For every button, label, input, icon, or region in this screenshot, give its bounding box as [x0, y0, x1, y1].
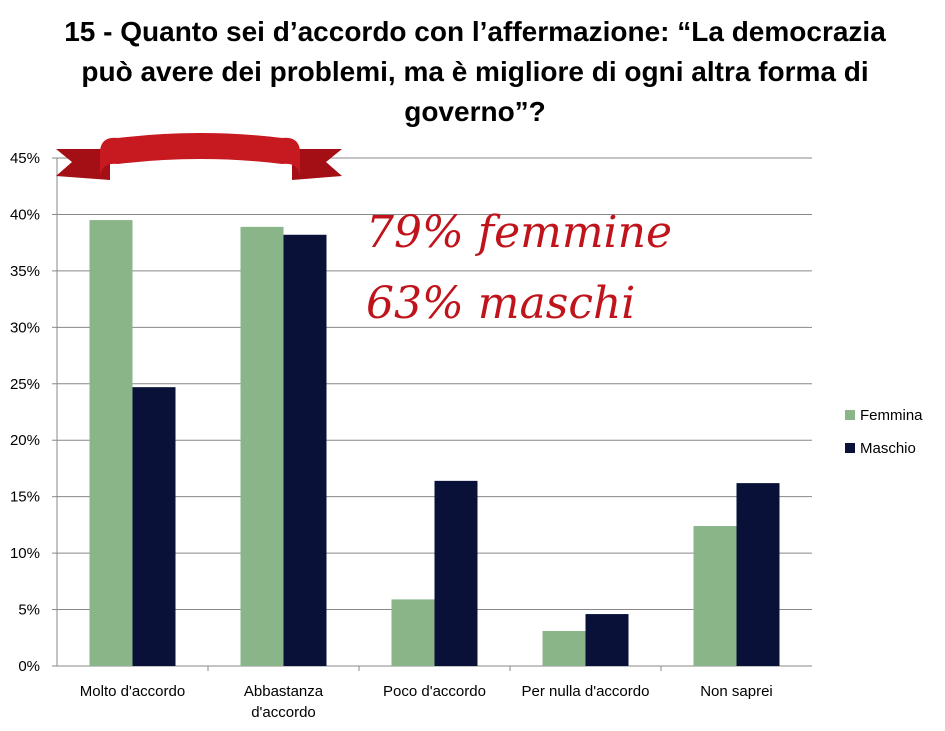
- y-tick-label: 10%: [10, 545, 40, 562]
- y-tick-label: 30%: [10, 319, 40, 336]
- y-tick-label: 35%: [10, 263, 40, 280]
- y-tick-label: 40%: [10, 206, 40, 223]
- bar-femmina: [240, 226, 284, 666]
- bars: [89, 220, 780, 667]
- bar-maschio: [434, 480, 478, 666]
- bar-femmina: [391, 599, 435, 666]
- y-axis-ticks: 0% 5% 10% 15% 20% 25% 30% 35% 40% 45%: [10, 150, 40, 675]
- x-category-label: Non saprei: [700, 683, 773, 700]
- y-tick-label: 25%: [10, 376, 40, 393]
- bar-femmina: [542, 631, 586, 666]
- bar-maschio: [585, 614, 629, 666]
- x-category-label: Poco d'accordo: [383, 683, 486, 700]
- bar-maschio: [283, 234, 327, 666]
- y-tick-label: 20%: [10, 432, 40, 449]
- x-category-label: Abbastanza: [244, 683, 324, 700]
- x-category-label: d'accordo: [251, 704, 316, 721]
- legend-label-maschio: Maschio: [860, 440, 916, 457]
- legend-swatch-femmina: [845, 410, 855, 420]
- bar-femmina: [693, 526, 737, 666]
- x-category-label: Molto d'accordo: [80, 683, 185, 700]
- y-tick-label: 45%: [10, 150, 40, 167]
- x-axis-categories: Molto d'accordo Abbastanza d'accordo Poco d…: [80, 683, 773, 721]
- bar-maschio: [132, 387, 176, 666]
- legend-swatch-maschio: [845, 443, 855, 453]
- annotation-maschi: 63% maschi: [366, 278, 635, 329]
- legend: Femmina Maschio: [845, 407, 923, 457]
- legend-label-femmina: Femmina: [860, 407, 923, 424]
- x-category-label: Per nulla d'accordo: [522, 683, 650, 700]
- chart-title: 15 - Quanto sei d’accordo con l’affermaz…: [64, 16, 886, 127]
- y-tick-label: 0%: [18, 658, 40, 675]
- y-tick-label: 15%: [10, 489, 40, 506]
- bar-femmina: [89, 220, 133, 667]
- annotation-femmine: 79% femmine: [366, 207, 672, 258]
- y-tick-label: 5%: [18, 602, 40, 619]
- highlight-ribbon: [56, 133, 342, 180]
- bar-maschio: [736, 483, 780, 666]
